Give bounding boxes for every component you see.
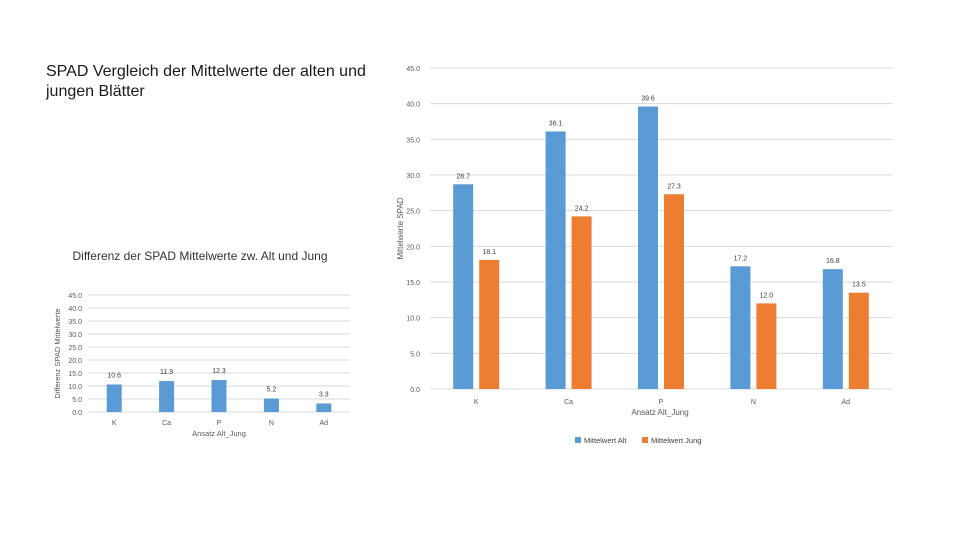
y-tick-label: 10.0 xyxy=(406,316,420,323)
small-chart-title: Differenz der SPAD Mittelwerte zw. Alt u… xyxy=(72,249,328,263)
x-tick-label: Ad xyxy=(320,420,329,427)
y-axis-title: Mittelwerte SPAD xyxy=(396,197,405,259)
y-tick-label: 0.0 xyxy=(72,410,82,417)
x-tick-label: N xyxy=(269,420,274,427)
y-tick-label: 40.0 xyxy=(406,102,420,109)
y-tick-label: 45.0 xyxy=(406,66,420,73)
data-label: 18.1 xyxy=(482,249,496,256)
data-label: 5.2 xyxy=(267,386,277,393)
slide-title: SPAD Vergleich der Mittelwerte der alten… xyxy=(46,63,366,100)
data-label: 11.9 xyxy=(160,369,173,376)
x-tick-label: K xyxy=(474,399,479,406)
bar xyxy=(822,269,843,389)
data-label: 3.3 xyxy=(319,391,329,398)
bar xyxy=(106,384,122,412)
y-tick-label: 45.0 xyxy=(68,293,82,300)
bar xyxy=(159,381,175,412)
legend-label: Mittelwert Alt xyxy=(584,436,627,445)
data-label: 28.7 xyxy=(456,173,470,180)
data-label: 16.8 xyxy=(826,258,840,265)
x-axis-title: Ansatz Alt_Jung xyxy=(631,408,688,417)
y-tick-label: 15.0 xyxy=(68,371,82,378)
x-tick-label: N xyxy=(751,399,756,406)
data-label: 12.3 xyxy=(212,368,226,375)
bar xyxy=(479,259,500,389)
y-tick-label: 5.0 xyxy=(410,351,420,358)
data-label: 36.1 xyxy=(549,120,563,127)
bar xyxy=(263,398,279,412)
x-tick-label: P xyxy=(659,399,664,406)
y-tick-label: 25.0 xyxy=(406,209,420,216)
data-label: 27.3 xyxy=(667,183,681,190)
y-tick-label: 10.0 xyxy=(68,384,82,391)
y-tick-label: 30.0 xyxy=(68,332,82,339)
bar xyxy=(756,303,777,389)
legend-label: Mittelwert Jung xyxy=(651,436,701,445)
data-label: 12.0 xyxy=(760,292,774,299)
x-tick-label: K xyxy=(112,420,117,427)
bar xyxy=(848,292,869,389)
y-tick-label: 0.0 xyxy=(410,387,420,394)
data-label: 10.6 xyxy=(107,372,121,379)
bar xyxy=(638,106,658,390)
x-tick-label: Ca xyxy=(162,420,171,427)
y-tick-label: 40.0 xyxy=(68,306,82,313)
bar xyxy=(571,216,592,389)
bar xyxy=(545,131,566,389)
bar xyxy=(453,184,474,389)
y-tick-label: 35.0 xyxy=(406,137,420,144)
y-tick-label: 20.0 xyxy=(68,358,82,365)
y-tick-label: 5.0 xyxy=(72,397,82,404)
bar xyxy=(211,380,227,412)
y-tick-label: 20.0 xyxy=(406,244,420,251)
legend-swatch xyxy=(642,437,648,443)
data-label: 39.6 xyxy=(641,96,655,103)
data-label: 24.2 xyxy=(575,205,589,212)
y-tick-label: 25.0 xyxy=(68,345,82,352)
bar xyxy=(730,266,751,389)
data-label: 13.5 xyxy=(852,282,866,289)
y-axis-title: Differenz SPAD Mittelwerte xyxy=(53,308,62,398)
bar xyxy=(664,194,684,389)
y-tick-label: 30.0 xyxy=(406,173,420,180)
bar xyxy=(316,403,332,412)
x-tick-label: P xyxy=(217,420,222,427)
legend-swatch xyxy=(575,437,581,443)
y-tick-label: 35.0 xyxy=(68,319,82,326)
x-axis-title: Ansatz Alt_Jung xyxy=(192,429,246,438)
x-tick-label: Ca xyxy=(564,399,573,406)
data-label: 17.2 xyxy=(734,255,748,262)
x-tick-label: Ad xyxy=(842,399,851,406)
y-tick-label: 15.0 xyxy=(406,280,420,287)
